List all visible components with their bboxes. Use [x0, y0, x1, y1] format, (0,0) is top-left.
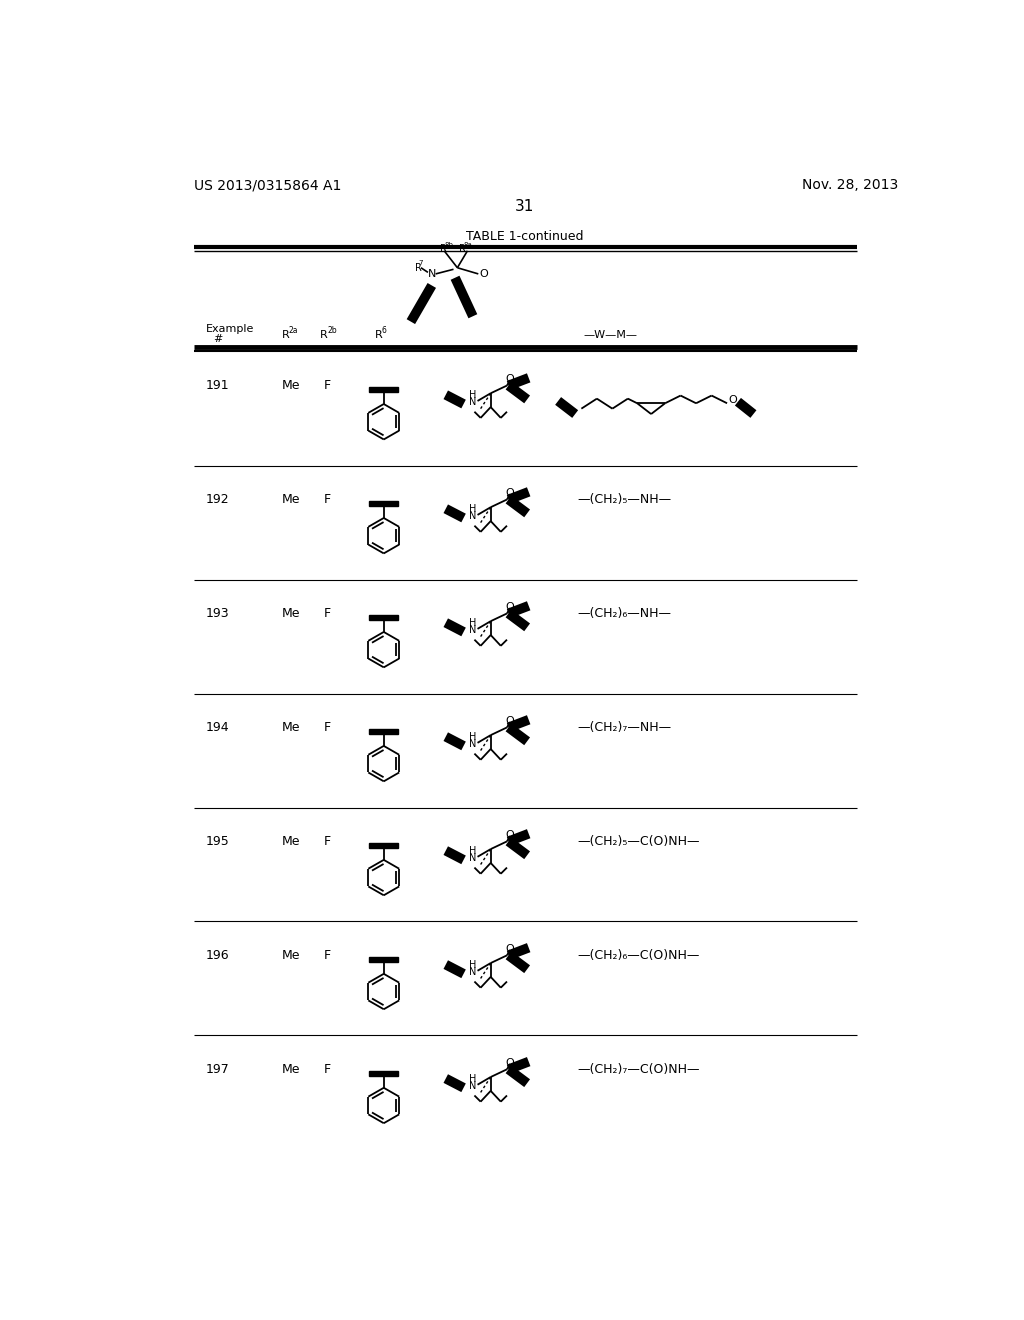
Text: Me: Me [282, 834, 300, 847]
Text: N: N [428, 269, 436, 279]
Bar [369, 502, 398, 507]
Text: R: R [459, 244, 466, 255]
Text: H: H [469, 960, 476, 970]
Text: 8a: 8a [464, 242, 472, 248]
Text: N: N [469, 968, 476, 977]
Text: O: O [506, 602, 514, 612]
Text: O: O [480, 269, 488, 279]
Text: H: H [469, 731, 476, 742]
Text: O: O [506, 717, 514, 726]
Text: 193: 193 [206, 607, 229, 620]
Text: O: O [506, 375, 514, 384]
Text: F: F [324, 607, 331, 620]
Text: Me: Me [282, 1063, 300, 1076]
Text: N: N [469, 739, 476, 750]
Text: F: F [324, 1063, 331, 1076]
Text: US 2013/0315864 A1: US 2013/0315864 A1 [194, 178, 341, 193]
Text: F: F [324, 379, 331, 392]
Text: O: O [729, 395, 737, 405]
Text: F: F [324, 834, 331, 847]
Text: H: H [469, 1073, 476, 1084]
Text: 2a: 2a [289, 326, 298, 335]
Text: Me: Me [282, 721, 300, 734]
Text: O: O [506, 488, 514, 499]
Text: Me: Me [282, 492, 300, 506]
Text: 7: 7 [419, 260, 423, 267]
Text: Nov. 28, 2013: Nov. 28, 2013 [802, 178, 898, 193]
Text: R: R [282, 330, 289, 341]
Bar [369, 843, 398, 849]
Text: Example: Example [206, 325, 254, 334]
Text: 6: 6 [381, 326, 386, 335]
Text: 197: 197 [206, 1063, 229, 1076]
Text: R: R [321, 330, 328, 341]
Text: H: H [469, 389, 476, 400]
Text: 192: 192 [206, 492, 229, 506]
Text: TABLE 1-continued: TABLE 1-continued [466, 231, 584, 243]
Text: 195: 195 [206, 834, 229, 847]
Text: Me: Me [282, 607, 300, 620]
Text: 31: 31 [515, 198, 535, 214]
Text: 191: 191 [206, 379, 229, 392]
Text: R: R [415, 263, 422, 273]
Text: 196: 196 [206, 949, 229, 962]
Text: F: F [324, 492, 331, 506]
Text: 194: 194 [206, 721, 229, 734]
Text: #: # [213, 334, 222, 343]
Text: N: N [469, 853, 476, 863]
Bar [369, 1071, 398, 1076]
Text: N: N [469, 397, 476, 408]
Bar [369, 729, 398, 734]
Text: O: O [506, 1059, 514, 1068]
Text: N: N [469, 511, 476, 521]
Text: —W—M—: —W—M— [583, 330, 637, 341]
Text: —(CH₂)₅—NH—: —(CH₂)₅—NH— [578, 492, 672, 506]
Text: —(CH₂)₆—C(O)NH—: —(CH₂)₆—C(O)NH— [578, 949, 699, 962]
Text: F: F [324, 949, 331, 962]
Text: N: N [469, 626, 476, 635]
Text: —(CH₂)₅—C(O)NH—: —(CH₂)₅—C(O)NH— [578, 834, 700, 847]
Text: —(CH₂)₆—NH—: —(CH₂)₆—NH— [578, 607, 672, 620]
Text: N: N [469, 1081, 476, 1092]
Bar [369, 957, 398, 962]
Text: 2b: 2b [328, 326, 337, 335]
Text: R: R [439, 244, 446, 255]
Text: O: O [506, 944, 514, 954]
Text: H: H [469, 504, 476, 513]
Text: R: R [375, 330, 382, 341]
Text: —(CH₂)₇—C(O)NH—: —(CH₂)₇—C(O)NH— [578, 1063, 700, 1076]
Text: H: H [469, 618, 476, 628]
Text: F: F [324, 721, 331, 734]
Text: 8b: 8b [444, 242, 453, 248]
Bar [369, 615, 398, 620]
Text: Me: Me [282, 949, 300, 962]
Text: —(CH₂)₇—NH—: —(CH₂)₇—NH— [578, 721, 672, 734]
Bar [369, 387, 398, 392]
Text: H: H [469, 846, 476, 855]
Text: Me: Me [282, 379, 300, 392]
Text: O: O [506, 830, 514, 841]
